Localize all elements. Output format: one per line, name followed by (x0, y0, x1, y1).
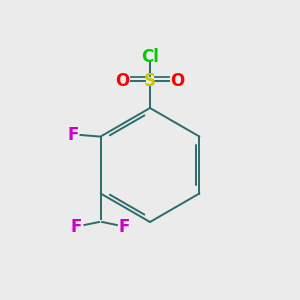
Text: F: F (71, 218, 82, 236)
Text: O: O (115, 72, 130, 90)
Text: F: F (119, 218, 130, 236)
Text: Cl: Cl (141, 48, 159, 66)
Text: F: F (67, 126, 78, 144)
Text: O: O (170, 72, 185, 90)
Text: S: S (144, 72, 156, 90)
